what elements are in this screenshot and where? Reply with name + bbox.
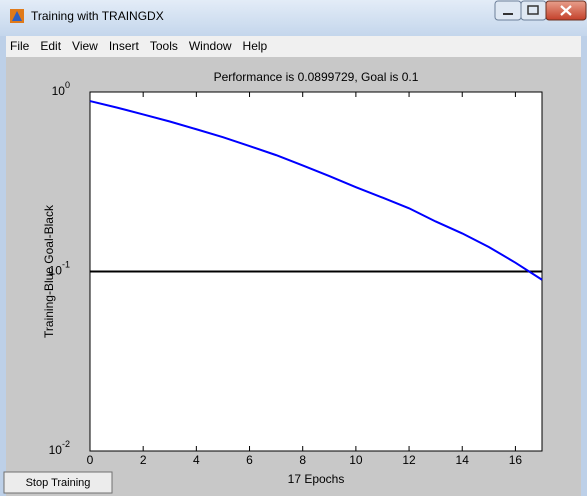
menu-item[interactable]: Tools (150, 39, 178, 53)
button-label[interactable]: Stop Training (26, 477, 91, 489)
tick-base: 10 (49, 443, 63, 457)
tick-base: 10 (52, 84, 66, 98)
menu-item[interactable]: File (10, 39, 30, 53)
menu-item[interactable]: Edit (40, 39, 61, 53)
tick-exponent: -1 (62, 260, 70, 270)
x-tick-label: 12 (402, 453, 416, 467)
x-tick-label: 6 (246, 453, 253, 467)
menu-item[interactable]: View (72, 39, 98, 53)
x-tick-label: 14 (456, 453, 470, 467)
minimize-button[interactable] (495, 1, 521, 20)
menu-item[interactable]: Window (189, 39, 232, 53)
x-tick-label: 8 (299, 453, 306, 467)
menu-item[interactable]: Insert (109, 39, 140, 53)
menu-item[interactable]: Help (243, 39, 268, 53)
tick-exponent: -2 (62, 439, 70, 449)
x-tick-label: 16 (509, 453, 523, 467)
x-axis-label: 17 Epochs (288, 472, 345, 486)
window-title: Training with TRAINGDX (31, 9, 164, 23)
x-tick-label: 4 (193, 453, 200, 467)
x-tick-label: 10 (349, 453, 363, 467)
x-tick-label: 0 (87, 453, 94, 467)
tick-base: 10 (49, 264, 63, 278)
page: Training with TRAINGDX Stop Training Fil… (0, 0, 587, 496)
window: Training with TRAINGDX Stop Training Fil… (0, 0, 587, 496)
maximize-button[interactable] (521, 1, 546, 20)
tick-exponent: 0 (65, 80, 70, 90)
chart-title: Performance is 0.0899729, Goal is 0.1 (214, 70, 419, 84)
x-tick-label: 2 (140, 453, 147, 467)
